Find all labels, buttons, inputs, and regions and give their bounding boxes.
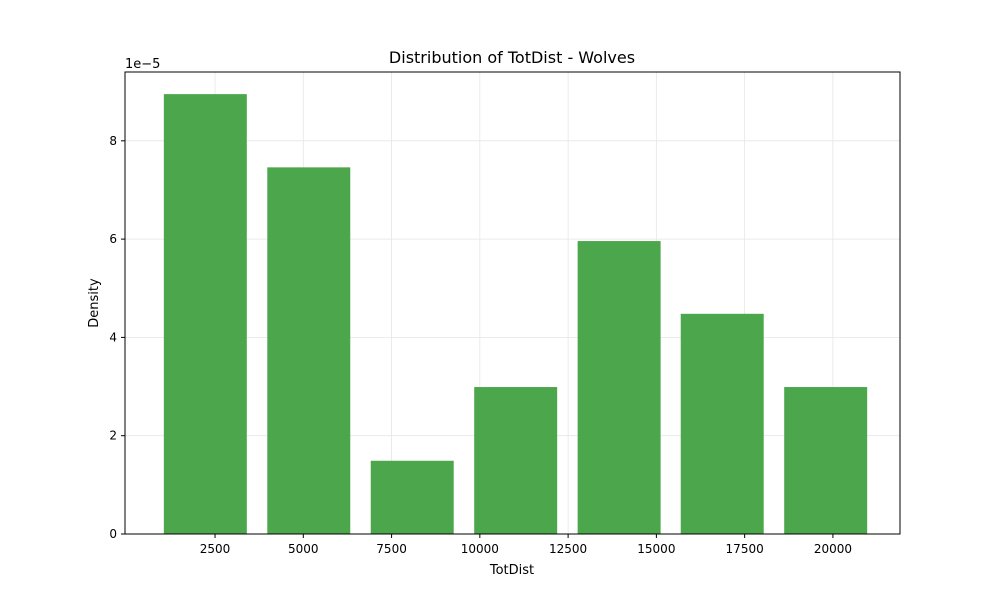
x-tick-label: 10000 [461,542,499,556]
bars [163,94,868,535]
plot-area-frame [124,71,901,535]
x-tick-label: 2500 [200,542,231,556]
x-axis-label: TotDist [489,563,534,578]
histogram-bar [680,313,764,534]
histogram-bar [577,241,661,535]
x-tick-label: 15000 [637,542,675,556]
y-tick-label: 6 [109,232,117,246]
y-axis-label: Density [87,278,102,328]
y-tick-label: 8 [109,134,117,148]
x-tick-label: 12500 [549,542,587,556]
x-tick-label: 20000 [814,542,852,556]
x-tick-label: 17500 [726,542,764,556]
histogram-bar [163,94,247,535]
y-tick-label: 0 [109,527,117,541]
y-tick-label: 2 [109,429,117,443]
chart-title: Distribution of TotDist - Wolves [389,48,635,67]
histogram-bar [474,387,558,534]
x-axis-ticks: 2500 5000 7500 10000 12500 15000 17500 20000 [200,534,852,556]
y-tick-label: 4 [109,330,117,344]
x-tick-label: 7500 [376,542,407,556]
histogram-bar [370,460,454,534]
histogram-bar [784,387,868,534]
y-axis-offset-label: 1e−5 [125,57,160,72]
histogram-bar [267,167,351,534]
y-axis-ticks: 0 2 4 6 8 [109,134,125,541]
x-tick-label: 5000 [288,542,319,556]
